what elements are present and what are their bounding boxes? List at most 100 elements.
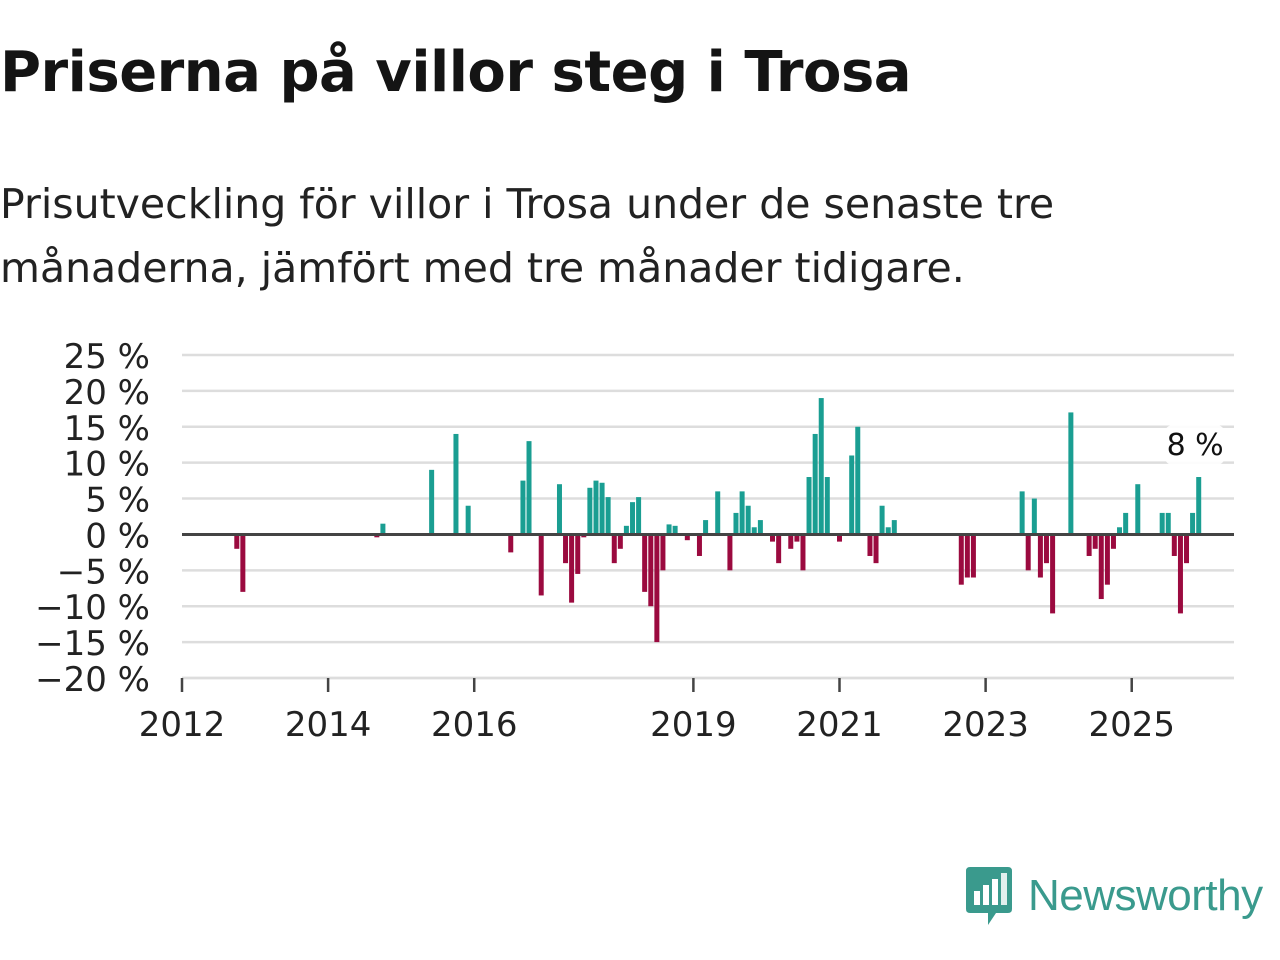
bar [885, 527, 891, 535]
bar [824, 477, 830, 535]
bar [879, 505, 885, 535]
annotation-halo [1164, 425, 1225, 466]
bar [1184, 534, 1190, 564]
bar [1110, 534, 1116, 549]
bar [654, 534, 660, 643]
bars [234, 398, 1202, 643]
bar [1104, 534, 1110, 585]
bar [703, 520, 709, 535]
bar [648, 534, 654, 607]
bar [958, 534, 964, 585]
brand-logo: Newsworthy [964, 864, 1263, 928]
bar [800, 534, 806, 571]
bar [751, 527, 757, 535]
bar [240, 534, 246, 592]
y-tick-label: −10 % [35, 588, 150, 628]
bar [234, 534, 240, 549]
newsworthy-logo-icon [966, 867, 1012, 925]
bar [739, 491, 745, 535]
bar-chart: 25 %20 %15 %10 %5 %0 %−5 %−10 %−15 %−20 … [35, 337, 1234, 745]
x-tick-label: 2016 [431, 705, 518, 745]
bar [636, 497, 642, 535]
bar [806, 477, 812, 535]
bar [849, 455, 855, 535]
y-tick-label: −5 % [57, 552, 150, 592]
y-tick-label: 25 % [64, 337, 150, 377]
bar [1159, 512, 1165, 535]
bar [617, 534, 623, 549]
chart-title: Priserna på villor steg i Trosa [0, 40, 912, 105]
bar [1050, 534, 1056, 614]
subtitle-line-1: Prisutveckling för villor i Trosa under … [0, 180, 1055, 228]
annotations: 8 % [1164, 425, 1225, 466]
bar [623, 525, 629, 535]
y-tick-label: −20 % [35, 660, 150, 700]
axes [180, 532, 1234, 692]
bar [672, 525, 678, 535]
bar [593, 480, 599, 535]
x-tick-label: 2025 [1088, 705, 1175, 745]
bar [788, 534, 794, 549]
y-tick-label: 0 % [85, 516, 150, 556]
bar [599, 482, 605, 535]
bar [964, 534, 970, 578]
bar [1098, 534, 1104, 600]
bar [1135, 484, 1141, 535]
bar [465, 505, 471, 535]
x-tick-label: 2012 [139, 705, 226, 745]
y-tick-label: 15 % [64, 409, 150, 449]
bar [1177, 534, 1183, 614]
bar [818, 398, 824, 535]
bar [1031, 498, 1037, 535]
bar [1165, 512, 1171, 535]
bar [1043, 534, 1049, 564]
x-tick-label: 2019 [650, 705, 737, 745]
bar [733, 512, 739, 535]
brand-name: Newsworthy [1028, 871, 1263, 920]
bar [538, 534, 544, 596]
bar [587, 487, 593, 535]
bar [453, 433, 459, 535]
bar [611, 534, 617, 564]
bar [1117, 527, 1123, 535]
bar [770, 534, 776, 542]
bar [855, 426, 861, 535]
bar [556, 484, 562, 535]
y-tick-label: 20 % [64, 373, 150, 413]
annotation-label: 8 % [1167, 428, 1224, 463]
bar [1123, 512, 1129, 535]
x-tick-label: 2023 [942, 705, 1029, 745]
bar [526, 441, 532, 535]
bar [1092, 534, 1098, 549]
x-tick-label: 2021 [796, 705, 883, 745]
bar [812, 433, 818, 535]
bar [873, 534, 879, 564]
bar [1068, 412, 1074, 535]
bar [575, 534, 581, 574]
subtitle-line-2: månaderna, jämfört med tre månader tidig… [0, 244, 965, 292]
bar [1037, 534, 1043, 578]
bar [757, 520, 763, 535]
y-tick-label: 5 % [85, 481, 150, 521]
bar [794, 534, 800, 542]
y-axis-labels: 25 %20 %15 %10 %5 %0 %−5 %−10 %−15 %−20 … [35, 337, 150, 700]
bar [1196, 477, 1202, 535]
bar [605, 497, 611, 535]
chart-subtitle: Prisutveckling för villor i Trosa under … [0, 172, 1200, 300]
bar [684, 534, 690, 541]
bar [745, 505, 751, 535]
bar [563, 534, 569, 564]
y-tick-label: 10 % [64, 445, 150, 485]
bar [970, 534, 976, 578]
bar [1086, 534, 1092, 556]
bar [1019, 491, 1025, 535]
bar [660, 534, 666, 571]
bar [429, 469, 435, 535]
bar [891, 520, 897, 535]
y-tick-label: −15 % [35, 624, 150, 664]
bar [508, 534, 514, 553]
bar [696, 534, 702, 556]
bar [380, 523, 386, 535]
bar [1190, 512, 1196, 535]
bar [1025, 534, 1031, 571]
